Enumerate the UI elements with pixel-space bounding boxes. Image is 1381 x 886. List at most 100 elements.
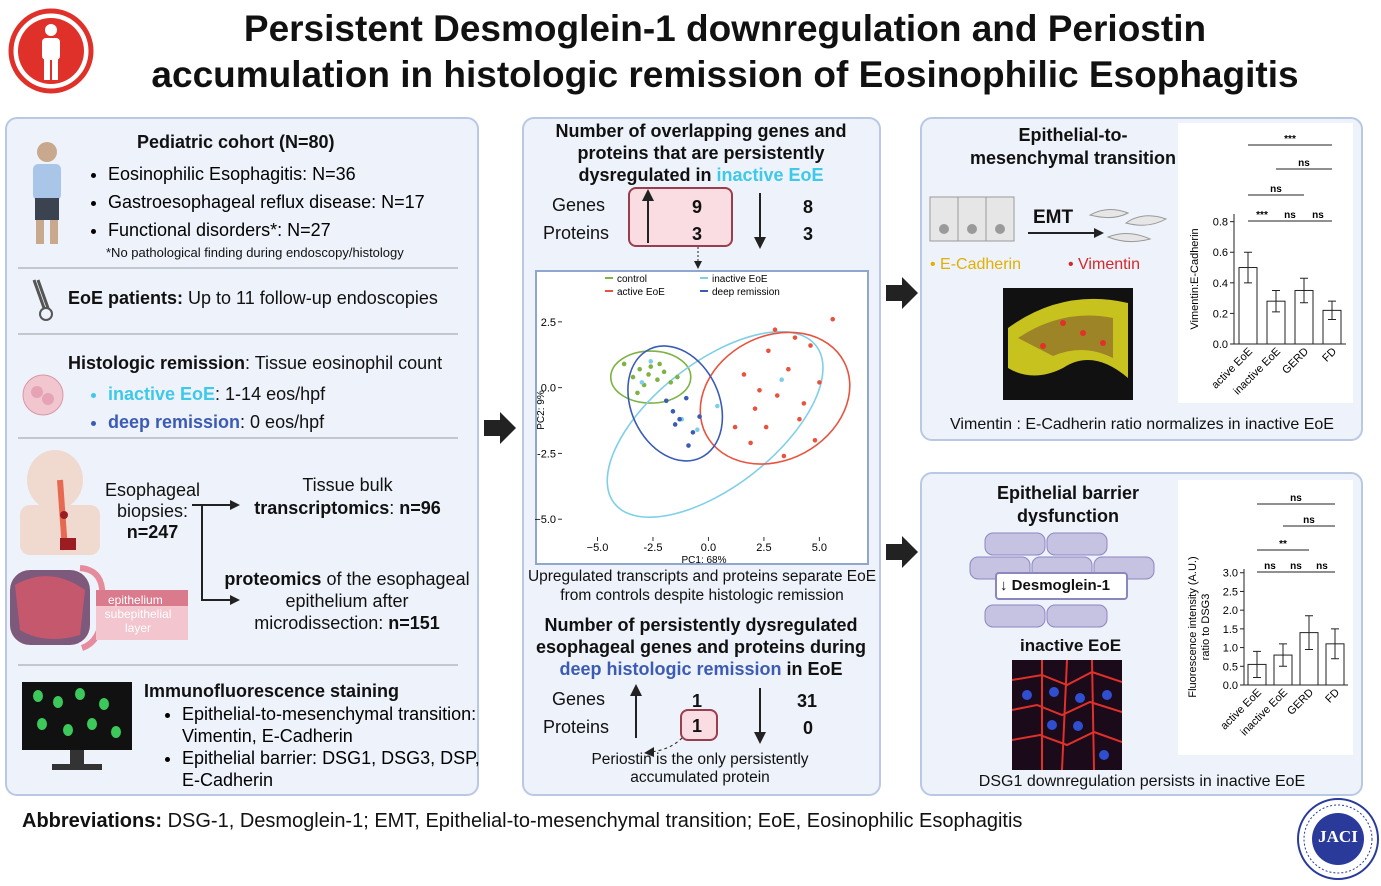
point: [655, 377, 660, 383]
significance-label: ns: [1316, 561, 1328, 572]
pca-caption: Upregulated transcripts and proteins sep…: [527, 568, 877, 604]
significance-label: ns: [1264, 561, 1276, 572]
biopsy-illustration: [10, 450, 188, 651]
point: [648, 359, 654, 364]
legend-label: deep remission: [712, 287, 780, 298]
overlap-arrows: [642, 189, 766, 269]
endoscope-icon: [32, 279, 53, 321]
periostin-note: Periostin is the only persistently accum…: [591, 751, 809, 786]
count: 1: [692, 716, 703, 736]
point: [763, 424, 769, 430]
followup-label: EoE patients:: [68, 288, 184, 308]
point: [697, 414, 702, 419]
deep-label: deep remission: [108, 412, 241, 432]
x-tick-label: 5.0: [812, 542, 827, 554]
proteomics-bold: proteomics: [224, 569, 322, 589]
significance-label: ns: [1270, 184, 1282, 195]
point: [661, 369, 667, 375]
y-tick-label: 0.6: [1213, 247, 1228, 259]
significance-label: ***: [1256, 210, 1268, 221]
point: [637, 366, 642, 372]
abbreviations-label: Abbreviations:: [22, 810, 163, 832]
x-tick-label: 0.0: [701, 542, 716, 554]
barrier-title: Epithelial barrier dysfunction: [996, 483, 1140, 526]
separator: [18, 333, 458, 335]
staining-list: Epithelial-to-mesenchymal transition: Vi…: [162, 703, 482, 791]
emt-label: EMT: [1033, 207, 1074, 228]
error-bar: [1331, 628, 1339, 660]
legend-label: active EoE: [617, 287, 665, 298]
point: [766, 348, 771, 354]
protein-label: ↓ Desmoglein-1: [1000, 577, 1111, 594]
point: [830, 316, 836, 322]
emt-caption: Vimentin : E-Cadherin ratio normalizes i…: [950, 416, 1334, 433]
point: [792, 335, 798, 340]
deep-title-text: Number of persistently dysregulated esop…: [535, 615, 867, 657]
point: [675, 374, 680, 380]
point: [752, 406, 758, 411]
point: [801, 401, 807, 406]
point: [672, 422, 678, 427]
followup-text: Up to 11 follow-up endoscopies: [188, 288, 438, 308]
flow-arrow: [484, 412, 516, 444]
point: [690, 430, 696, 435]
point: [695, 427, 700, 433]
error-bar: [1328, 300, 1336, 321]
ecad-label: • E-Cadherin: [930, 256, 1021, 273]
separator: [18, 437, 458, 439]
significance-label: ns: [1290, 561, 1302, 572]
barrier-caption: DSG1 downregulation persists in inactive…: [978, 773, 1306, 790]
overlap-title: Number of overlapping genes and proteins…: [535, 120, 867, 186]
split-arrow: [192, 500, 240, 605]
inactive-label: inactive EoE: [108, 384, 216, 404]
y-tick-label: 0.0: [1223, 680, 1238, 692]
vim-label: • Vimentin: [1068, 256, 1141, 273]
significance-label: **: [1279, 539, 1287, 550]
biopsies-n: n=247: [126, 522, 179, 542]
ecad-text: E-Cadherin: [940, 256, 1021, 273]
x-tick-label: GERD: [1280, 346, 1311, 377]
cohort-item: Gastroesophageal reflux disease: N=17: [108, 188, 425, 216]
point: [670, 409, 676, 414]
error-bar: [1279, 643, 1287, 667]
count: 1: [692, 691, 703, 711]
cohort-item: Eosinophilic Esophagitis: N=36: [108, 160, 425, 188]
point: [635, 390, 640, 396]
remission: Histologic remission: Tissue eosinophil …: [68, 353, 442, 374]
barrier-bar-chart: 0.0 0.5 1.0 1.5 2.0 2.5 3.0 Fluorescence intens…: [1187, 493, 1348, 738]
point: [774, 393, 780, 398]
y-tick-label: 0.4: [1213, 278, 1228, 290]
point: [741, 372, 747, 377]
remission-list: inactive EoE: 1-14 eos/hpf deep remissio…: [88, 380, 325, 436]
x-tick-label: −5.0: [587, 542, 609, 554]
count: 8: [803, 197, 814, 217]
transcriptomics-n: n=96: [399, 498, 441, 518]
deep-title: Number of persistently dysregulated esop…: [530, 614, 872, 680]
y-tick-label: -2.5: [537, 448, 556, 460]
x-tick-label: -2.5: [643, 542, 662, 554]
point: [732, 424, 738, 430]
child-icon: [33, 142, 61, 244]
y-tick-label: 0.5: [1223, 661, 1238, 673]
cohort-title: Pediatric cohort (N=80): [137, 132, 335, 152]
deep-arrows: [630, 684, 766, 757]
y-axis-label: PC2: 9%: [536, 390, 547, 430]
protein-box: [995, 572, 1128, 600]
point: [621, 361, 627, 367]
point: [686, 443, 691, 448]
significance-label: ns: [1312, 210, 1324, 221]
title-line-2: accumulation in histologic remission of …: [151, 54, 1299, 95]
point: [757, 387, 762, 393]
barrier-micrograph: [1012, 660, 1122, 770]
count: 3: [803, 224, 814, 244]
overlap-title-highlight: inactive EoE: [716, 165, 824, 185]
point: [657, 361, 662, 367]
proteomics-n: n=151: [388, 613, 440, 633]
row-label: Proteins: [543, 717, 610, 737]
separator: [18, 267, 458, 269]
point: [646, 372, 651, 377]
y-tick-label: 1.5: [1223, 624, 1238, 636]
remission-text: : Tissue eosinophil count: [245, 353, 443, 373]
ellipse: [627, 345, 724, 462]
